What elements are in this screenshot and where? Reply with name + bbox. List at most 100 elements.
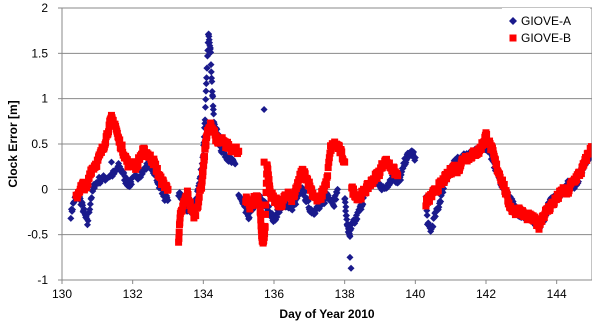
data-point — [257, 222, 265, 230]
data-point — [261, 210, 269, 218]
data-point — [201, 153, 209, 161]
legend-box — [502, 8, 590, 50]
data-point — [254, 194, 262, 202]
data-point — [198, 177, 206, 185]
legend-label-giove-a: GIOVE-A — [521, 14, 571, 28]
data-point — [347, 225, 355, 233]
data-point — [440, 178, 448, 186]
data-point — [235, 147, 243, 155]
data-point — [257, 216, 265, 224]
data-point — [272, 194, 280, 202]
data-point — [390, 164, 398, 172]
x-tick-label: 144 — [547, 287, 567, 301]
data-point — [431, 212, 439, 220]
series-giove-b — [72, 111, 592, 247]
data-point — [262, 189, 270, 197]
data-point — [195, 198, 203, 206]
data-point — [301, 170, 309, 178]
data-point — [192, 212, 200, 220]
data-point — [249, 200, 257, 208]
data-point — [191, 208, 199, 216]
data-point — [343, 215, 351, 223]
y-tick-label: 2 — [41, 1, 48, 15]
data-point — [429, 223, 437, 231]
data-point — [411, 154, 419, 162]
data-point — [503, 191, 511, 199]
data-point — [199, 168, 207, 176]
data-point — [291, 191, 299, 199]
data-point-outlier — [347, 264, 355, 272]
data-point — [207, 48, 215, 56]
data-point — [113, 129, 121, 137]
data-point — [256, 209, 264, 217]
data-point — [201, 116, 209, 124]
data-point — [175, 238, 183, 246]
data-point — [334, 185, 342, 193]
data-point — [164, 196, 172, 204]
data-point — [127, 180, 135, 188]
data-point — [301, 188, 309, 196]
y-axis-ticks: -1 -0.5 0 0.5 1 1.5 2 — [27, 1, 62, 287]
y-tick-label: -1 — [37, 273, 48, 287]
data-point — [209, 105, 217, 113]
data-point — [342, 203, 350, 211]
data-point — [201, 145, 209, 153]
data-point — [88, 194, 96, 202]
data-point — [304, 197, 312, 205]
data-point — [385, 159, 393, 167]
data-point — [362, 189, 370, 197]
data-point — [410, 148, 418, 156]
data-point — [87, 169, 95, 177]
data-point — [140, 145, 148, 153]
y-tick-label: 0.5 — [31, 137, 48, 151]
data-point — [85, 174, 93, 182]
data-point — [425, 197, 433, 205]
data-point — [332, 195, 340, 203]
data-point — [175, 234, 183, 242]
y-axis-title: Clock Error [m] — [6, 100, 20, 187]
data-point — [264, 171, 272, 179]
y-tick-label: 1 — [41, 92, 48, 106]
data-point — [422, 202, 430, 210]
data-point — [338, 148, 346, 156]
x-tick-label: 130 — [52, 287, 72, 301]
data-point — [203, 132, 211, 140]
x-axis-ticks: 130 132 134 136 138 140 142 144 — [52, 280, 567, 301]
data-point — [342, 207, 350, 215]
data-point — [202, 80, 210, 88]
data-point — [483, 130, 491, 138]
data-point — [341, 158, 349, 166]
data-point — [175, 228, 183, 236]
data-point — [93, 162, 101, 170]
data-point — [394, 172, 402, 180]
data-point — [308, 186, 316, 194]
data-point — [288, 198, 296, 206]
data-point-outlier — [260, 106, 268, 114]
x-tick-label: 138 — [335, 287, 355, 301]
data-point — [376, 168, 384, 176]
data-point — [346, 232, 354, 240]
x-tick-label: 140 — [405, 287, 425, 301]
data-point — [200, 156, 208, 164]
data-point — [109, 116, 117, 124]
legend: GIOVE-A GIOVE-B — [502, 8, 590, 50]
data-point — [491, 156, 499, 164]
data-point — [265, 176, 273, 184]
data-point — [295, 176, 303, 184]
data-point — [500, 180, 508, 188]
y-tick-label: 1.5 — [31, 46, 48, 60]
data-point — [260, 233, 268, 241]
data-point — [423, 211, 431, 219]
data-point — [198, 184, 206, 192]
data-point — [211, 127, 219, 135]
data-point — [434, 187, 442, 195]
x-tick-label: 132 — [123, 287, 143, 301]
data-point — [231, 160, 239, 168]
data-point — [186, 199, 194, 207]
data-point — [437, 198, 445, 206]
plot-area — [67, 30, 592, 272]
data-point — [202, 87, 210, 95]
data-point — [176, 214, 184, 222]
data-point — [324, 164, 332, 172]
